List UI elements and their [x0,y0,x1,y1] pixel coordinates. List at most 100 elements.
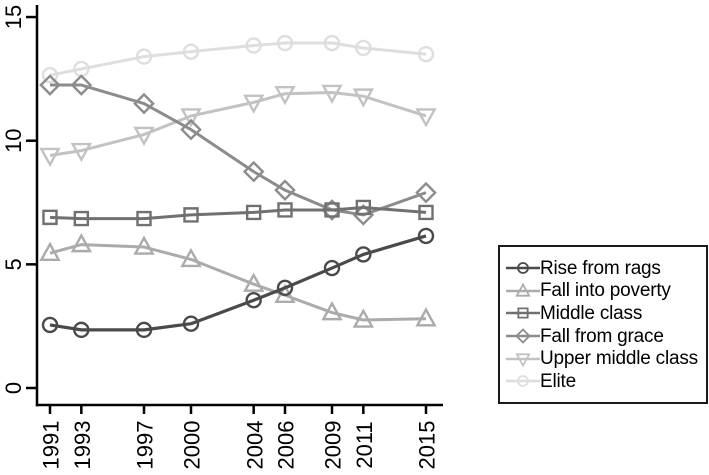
triangle-up-marker [70,232,93,253]
square-marker [42,209,58,226]
series-line [49,243,427,322]
series-line [49,234,427,332]
circle-marker [73,321,90,339]
circle-marker [276,34,294,52]
square-marker [183,207,199,223]
x-tick-label: 1991 [39,421,64,470]
diamond-marker [242,160,265,183]
diamond-icon [515,328,531,344]
triangle-up-marker [415,307,437,327]
circle-marker [135,48,153,65]
x-tick-label: 2006 [274,421,299,470]
legend-label: Fall from grace [540,325,664,347]
legend-item-fall-from-grace: Fall from grace [506,325,702,348]
circle-marker [182,43,200,60]
triangle-down-marker [180,108,202,128]
legend-item-fall-into-poverty: Fall into poverty [506,280,702,303]
x-tick-label: 2015 [415,421,440,470]
x-tick-label: 1993 [70,421,95,470]
series-middle-class [42,199,434,227]
square-marker [324,202,340,218]
triangle-up-marker [133,235,155,255]
legend-label: Upper middle class [540,348,698,370]
circle-icon [517,262,529,275]
square-icon [517,307,529,320]
series-line [49,205,427,221]
circle-marker [417,227,435,245]
legend-key [506,282,540,297]
series-elite [41,34,435,84]
triangle-up-marker [180,247,202,268]
series-line [49,41,427,77]
square-marker [418,204,434,221]
circle-marker [355,246,372,263]
legend-label: Rise from rags [540,257,661,279]
triangle-down-marker [274,85,296,106]
diamond-marker [133,92,155,115]
x-tick-label: 1997 [133,421,158,470]
square-marker [277,202,293,218]
y-tick-label: 0 [1,382,26,394]
legend-label: Elite [540,370,576,392]
legend-key [506,307,540,320]
x-tick-label: 2011 [352,421,377,468]
diamond-marker [70,74,93,96]
diamond-marker [39,74,61,96]
triangle-down-marker [415,108,437,128]
circle-marker [245,292,262,309]
square-marker [245,204,262,221]
legend-item-rise-from-rags: Rise from rags [506,257,702,280]
triangle-down-marker [242,94,265,114]
square-marker [73,210,90,227]
y-tick-label: 10 [1,128,26,152]
triangle-down-marker [70,142,93,163]
triangle-down-marker [39,147,61,168]
series-line [50,83,427,217]
series-fall-into-poverty [39,232,437,328]
legend-key [506,328,540,344]
diamond-marker [415,181,437,204]
series-rise-from-rags [41,227,435,339]
triangle-up-marker [242,272,265,292]
y-tick-label: 15 [1,5,26,29]
triangle-down-marker [133,126,155,147]
square-marker [136,210,152,227]
triangle-up-marker [352,308,375,328]
x-tick-label: 2009 [321,421,346,470]
legend-label: Middle class [540,302,643,324]
legend-key [506,262,540,275]
series-line [49,90,427,158]
legend-item-middle-class: Middle class [506,302,702,325]
legend-box: Rise from rags Fall into poverty Middle cl… [498,245,708,404]
circle-marker [182,315,200,332]
circle-marker [135,321,153,339]
square-marker [355,199,372,216]
circle-marker [355,39,372,57]
legend-item-elite: Elite [506,370,702,393]
triangle-up-icon [515,282,531,297]
series-fall-from-grace [39,74,437,226]
triangle-down-icon [515,353,531,368]
legend-key [506,375,540,388]
triangle-down-marker [352,88,375,108]
circle-marker [276,279,294,297]
circle-marker [41,66,59,84]
triangle-up-marker [321,300,343,321]
circle-marker [323,259,341,277]
y-tick-label: 5 [1,258,26,270]
x-tick-label: 2004 [242,421,267,470]
legend-key [506,353,540,368]
triangle-down-marker [321,84,343,105]
legend-item-upper-middle-class: Upper middle class [506,347,702,370]
x-tick-label: 2000 [180,421,205,470]
circle-marker [323,34,341,52]
diamond-marker [274,179,296,201]
series-upper-middle-class [39,84,437,168]
triangle-up-marker [39,241,61,261]
diamond-marker [180,118,202,141]
circle-icon [517,375,529,388]
circle-marker [41,316,59,334]
legend-label: Fall into poverty [540,280,671,302]
